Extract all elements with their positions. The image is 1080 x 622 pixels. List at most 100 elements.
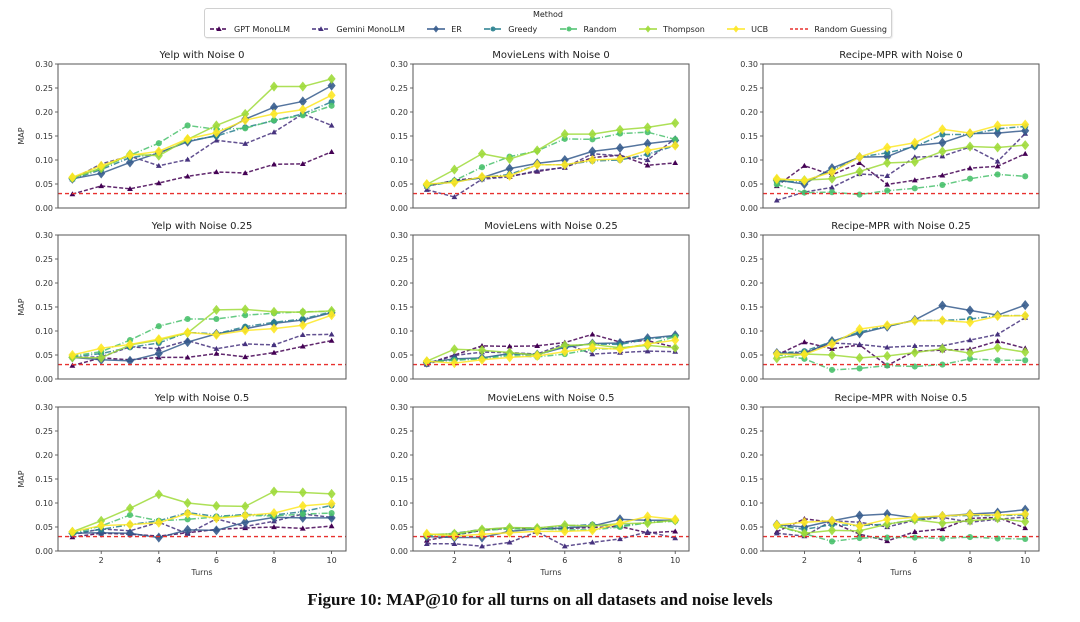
data-point bbox=[560, 159, 569, 170]
data-point bbox=[589, 136, 596, 143]
data-point bbox=[883, 142, 892, 153]
data-point bbox=[327, 488, 336, 499]
data-point bbox=[938, 146, 947, 157]
data-point bbox=[993, 509, 1002, 521]
data-point bbox=[97, 343, 106, 354]
series-line bbox=[426, 519, 676, 536]
series-gpt-monollm bbox=[773, 338, 1029, 368]
data-point bbox=[1021, 119, 1030, 130]
data-point bbox=[212, 525, 221, 536]
y-tick-label: 0.10 bbox=[35, 156, 53, 165]
y-tick-label: 0.05 bbox=[390, 351, 408, 360]
y-tick-label: 0.20 bbox=[390, 451, 408, 460]
series-ucb bbox=[422, 511, 680, 542]
series-gpt-monollm bbox=[773, 150, 1029, 189]
y-tick-label: 0.25 bbox=[35, 255, 53, 264]
data-point bbox=[910, 347, 919, 358]
y-tick-label: 0.10 bbox=[390, 156, 408, 165]
x-axis-label: Turns bbox=[889, 568, 911, 577]
series-ucb bbox=[68, 90, 336, 183]
data-point bbox=[615, 518, 625, 529]
y-tick-label: 0.20 bbox=[740, 279, 758, 288]
data-point bbox=[643, 511, 652, 522]
data-point bbox=[478, 164, 486, 171]
data-point bbox=[827, 338, 837, 349]
data-point bbox=[183, 327, 192, 338]
series-line bbox=[72, 314, 332, 356]
data-point bbox=[671, 342, 680, 353]
data-point bbox=[855, 510, 864, 521]
legend-item-ucb: UCB bbox=[726, 24, 768, 34]
x-tick-label: 8 bbox=[271, 556, 276, 565]
data-point bbox=[477, 345, 487, 356]
data-point bbox=[994, 163, 1001, 169]
data-point bbox=[883, 514, 892, 525]
plot-area bbox=[763, 119, 1039, 203]
data-point bbox=[183, 497, 192, 509]
panel-yelp-with-noise-0-5: Yelp with Noise 0.5 0.00 0.05 0.10 0.15 0.20 0… bbox=[17, 393, 347, 577]
data-point bbox=[672, 535, 679, 541]
data-point bbox=[965, 141, 975, 152]
series-line bbox=[776, 525, 1026, 543]
data-point bbox=[827, 166, 837, 178]
series-line bbox=[776, 153, 1026, 187]
x-tick-label: 10 bbox=[327, 556, 337, 565]
data-point bbox=[938, 124, 947, 135]
legend-swatch bbox=[638, 25, 657, 33]
y-tick-label: 0.30 bbox=[390, 403, 408, 412]
data-point bbox=[884, 534, 891, 541]
legend-marker-diamond bbox=[645, 25, 651, 33]
data-point bbox=[938, 343, 947, 354]
data-point bbox=[533, 350, 542, 361]
data-point bbox=[212, 304, 221, 315]
data-point bbox=[827, 525, 837, 536]
y-tick-label: 0.00 bbox=[740, 547, 758, 556]
plot-area bbox=[58, 486, 346, 543]
data-point bbox=[450, 358, 459, 369]
data-point bbox=[422, 178, 431, 190]
data-point bbox=[68, 172, 77, 183]
data-point bbox=[672, 136, 679, 143]
x-tick-label: 10 bbox=[1020, 556, 1030, 565]
plot-area bbox=[58, 304, 346, 368]
data-point bbox=[241, 501, 250, 512]
y-tick-label: 0.25 bbox=[390, 84, 408, 93]
data-point bbox=[938, 137, 947, 148]
y-tick-label: 0.25 bbox=[35, 427, 53, 436]
data-point bbox=[966, 355, 974, 362]
y-tick-label: 0.30 bbox=[390, 231, 408, 240]
data-point bbox=[241, 510, 250, 521]
series-line bbox=[776, 353, 1026, 371]
data-point bbox=[479, 543, 485, 549]
y-tick-label: 0.00 bbox=[35, 375, 53, 384]
data-point bbox=[299, 510, 306, 518]
data-point bbox=[154, 517, 163, 528]
data-point bbox=[328, 523, 335, 529]
data-point bbox=[883, 350, 892, 361]
legend-label: Greedy bbox=[508, 24, 538, 34]
data-point bbox=[327, 90, 336, 101]
data-point bbox=[298, 104, 307, 115]
data-point bbox=[671, 514, 680, 525]
data-point bbox=[589, 539, 596, 545]
data-point bbox=[154, 532, 163, 543]
data-point bbox=[910, 156, 919, 167]
plot-area bbox=[763, 504, 1039, 545]
x-tick-label: 2 bbox=[802, 556, 807, 565]
series-gpt-monollm bbox=[69, 148, 335, 197]
data-point bbox=[560, 520, 569, 531]
data-point bbox=[643, 338, 652, 349]
series-gpt-monollm bbox=[69, 337, 335, 368]
data-point bbox=[828, 538, 836, 545]
data-point bbox=[212, 127, 221, 138]
data-point bbox=[1022, 173, 1029, 180]
y-tick-label: 0.30 bbox=[35, 60, 53, 69]
plot-area bbox=[413, 511, 689, 549]
data-point bbox=[965, 128, 975, 139]
y-tick-label: 0.20 bbox=[35, 279, 53, 288]
y-tick-label: 0.00 bbox=[35, 547, 53, 556]
data-point bbox=[184, 122, 191, 129]
x-tick-label: 2 bbox=[99, 556, 104, 565]
data-point bbox=[184, 354, 191, 360]
series-line bbox=[426, 530, 676, 547]
